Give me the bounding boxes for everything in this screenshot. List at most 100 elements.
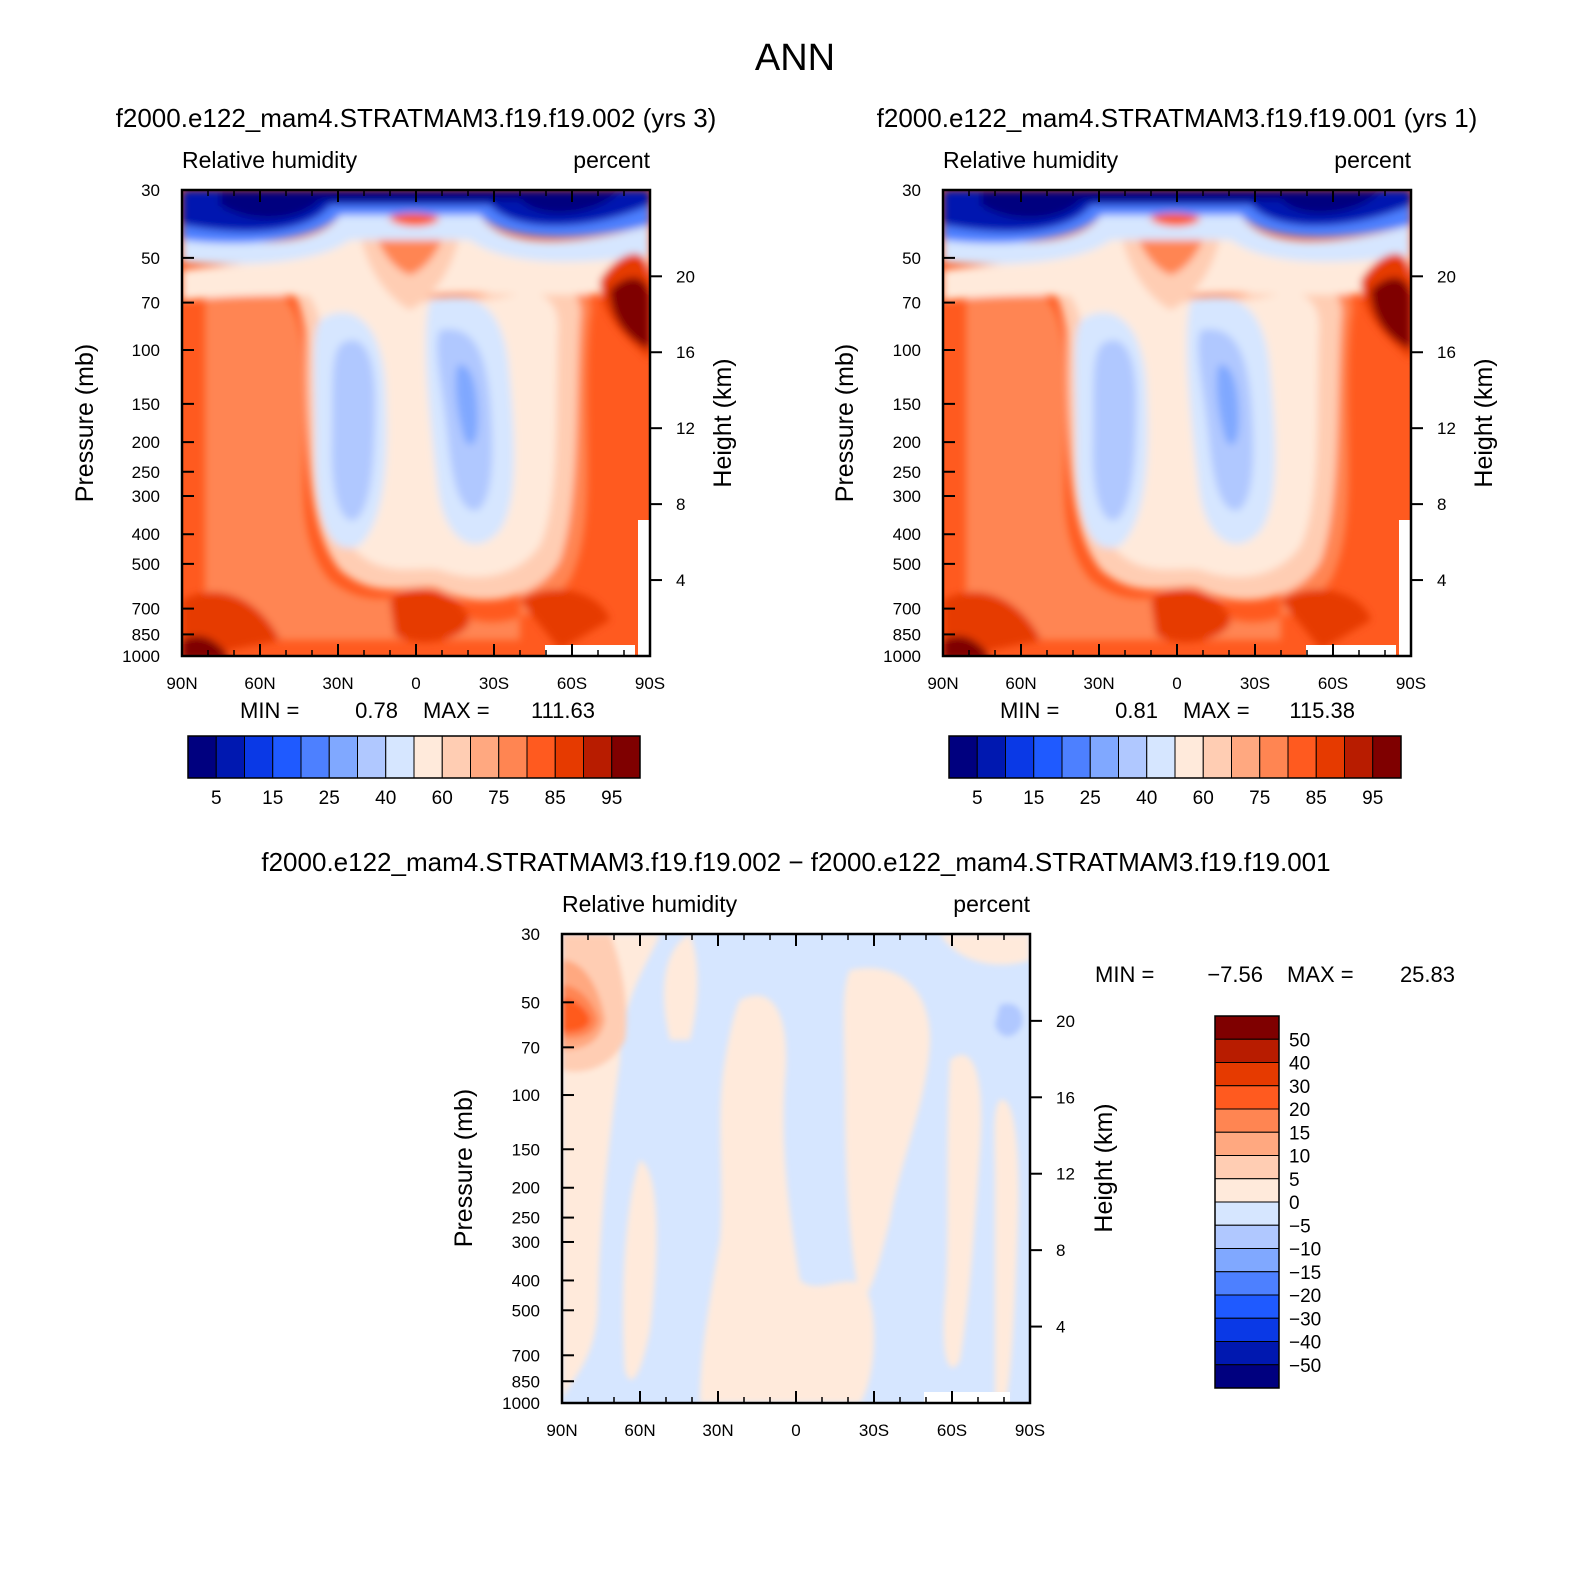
colorbar-label: 95: [1362, 788, 1383, 809]
missing-data: [924, 1392, 1010, 1403]
contour-tropopause-moist: [1149, 213, 1201, 227]
y-axis-label: Pressure (mb): [831, 344, 859, 502]
contour-positive-20-30: [562, 998, 590, 1033]
colorbar-label: 95: [601, 788, 622, 809]
colorbar-swatch: [1061, 735, 1091, 779]
x-tick-label: 90N: [166, 674, 197, 693]
colorbar-swatch: [244, 735, 274, 779]
y-axis-label: Pressure (mb): [450, 1089, 478, 1247]
contour-85: [943, 253, 1411, 656]
colorbar-label: 60: [432, 788, 453, 809]
y2-tick-label: 8: [676, 495, 685, 514]
colorbar-swatch: [1214, 1062, 1280, 1087]
colorbar-swatch: [554, 735, 584, 779]
y-tick-label: 1000: [502, 1394, 540, 1413]
y-tick-label: 150: [132, 395, 160, 414]
units-label: percent: [1334, 147, 1411, 173]
y2-axis-label: Height (km): [1470, 358, 1498, 487]
x-tick-label: 90S: [635, 674, 665, 693]
x-tick-label: 30S: [1240, 674, 1270, 693]
max-label: MAX =: [423, 698, 490, 723]
y-tick-label: 50: [141, 249, 160, 268]
colorbar-swatch: [976, 735, 1006, 779]
colorbar-swatch: [1214, 1155, 1280, 1180]
units-label: percent: [953, 891, 1030, 917]
y2-tick-label: 8: [1437, 495, 1446, 514]
y-tick-label: 400: [893, 525, 921, 544]
y-ticks: 30 50 70 100 150 200 250 300 400 500 700 850 1000: [502, 925, 574, 1413]
y-tick-label: 50: [521, 993, 540, 1012]
page-title: ANN: [755, 37, 835, 79]
colorbar-swatch: [1214, 1341, 1280, 1366]
contour-75: [966, 278, 1353, 640]
colorbar-swatch: [328, 735, 358, 779]
min-label: MIN =: [1000, 698, 1059, 723]
x-tick-label: 0: [411, 674, 420, 693]
contour-positive-0-5: [943, 1054, 982, 1368]
x-tick-label: 30N: [322, 674, 353, 693]
colorbar-label: 40: [1289, 1054, 1310, 1075]
y2-tick-label: 12: [1056, 1165, 1075, 1184]
y2-tick-label: 4: [676, 571, 685, 590]
colorbar-swatch: [1174, 735, 1204, 779]
y-tick-label: 500: [893, 555, 921, 574]
colorbar-swatch: [1214, 1108, 1280, 1133]
y2-ticks: 20 16 12 8 4: [650, 267, 695, 590]
panel-difference: f2000.e122_mam4.STRATMAM3.f19.f19.002 − …: [261, 847, 1455, 1440]
y-tick-label: 200: [512, 1179, 540, 1198]
colorbar-label: 40: [1136, 788, 1157, 809]
y2-tick-label: 4: [1437, 571, 1446, 590]
y-tick-label: 50: [902, 249, 921, 268]
y-tick-label: 30: [141, 181, 160, 200]
colorbar-label: −50: [1289, 1356, 1321, 1377]
x-tick-label: 0: [791, 1421, 800, 1440]
x-tick-label: 60S: [937, 1421, 967, 1440]
contour-75: [205, 278, 592, 640]
y2-axis-label: Height (km): [709, 358, 737, 487]
contour-dry-0: [981, 190, 1381, 219]
colorbar-frame: [187, 735, 641, 779]
y-tick-label: 700: [512, 1346, 540, 1365]
y-tick-label: 250: [132, 463, 160, 482]
y-tick-label: 70: [521, 1038, 540, 1057]
colorbar-label: 5: [972, 788, 983, 809]
y-tick-label: 500: [512, 1301, 540, 1320]
colorbar-label: 15: [1023, 788, 1044, 809]
y2-tick-label: 4: [1056, 1318, 1065, 1337]
contour-field: [943, 190, 1411, 656]
colorbar-swatch: [1118, 735, 1148, 779]
contour-field: [182, 190, 650, 656]
y-tick-label: 30: [902, 181, 921, 200]
y2-tick-label: 20: [1056, 1012, 1075, 1031]
colorbar-swatch: [1372, 735, 1402, 779]
colorbar-swatch: [1033, 735, 1063, 779]
colorbar-label: 85: [1306, 788, 1327, 809]
contour-25: [1092, 329, 1254, 521]
y-tick-label: 70: [902, 294, 921, 313]
y-tick-label: 850: [893, 625, 921, 644]
colorbar-swatch: [498, 735, 528, 779]
colorbar-swatch: [385, 735, 415, 779]
colorbar-label: 15: [262, 788, 283, 809]
y-tick-label: 100: [893, 341, 921, 360]
contour-15: [1216, 364, 1239, 445]
x-tick-label: 60N: [1005, 674, 1036, 693]
colorbar-label: 85: [545, 788, 566, 809]
x-tick-label: 30N: [1083, 674, 1114, 693]
colorbar-label: 75: [1249, 788, 1270, 809]
colorbar-swatch: [1146, 735, 1176, 779]
colorbar-swatch: [413, 735, 443, 779]
colorbar-swatch: [526, 735, 556, 779]
y-tick-label: 300: [512, 1233, 540, 1252]
y2-tick-label: 16: [1437, 343, 1456, 362]
contour-positive-0-5: [700, 995, 875, 1403]
x-tick-label: 60N: [244, 674, 275, 693]
panel-case2: f2000.e122_mam4.STRATMAM3.f19.f19.001 (y…: [831, 103, 1498, 809]
colorbar-swatch: [1214, 1201, 1280, 1226]
x-tick-label: 60S: [1318, 674, 1348, 693]
y-tick-label: 150: [893, 395, 921, 414]
y2-ticks: 20 16 12 8 4: [1411, 267, 1456, 590]
y2-tick-label: 20: [676, 267, 695, 286]
x-ticks: 90N 60N 30N 0 30S 60S 90S: [546, 934, 1045, 1440]
